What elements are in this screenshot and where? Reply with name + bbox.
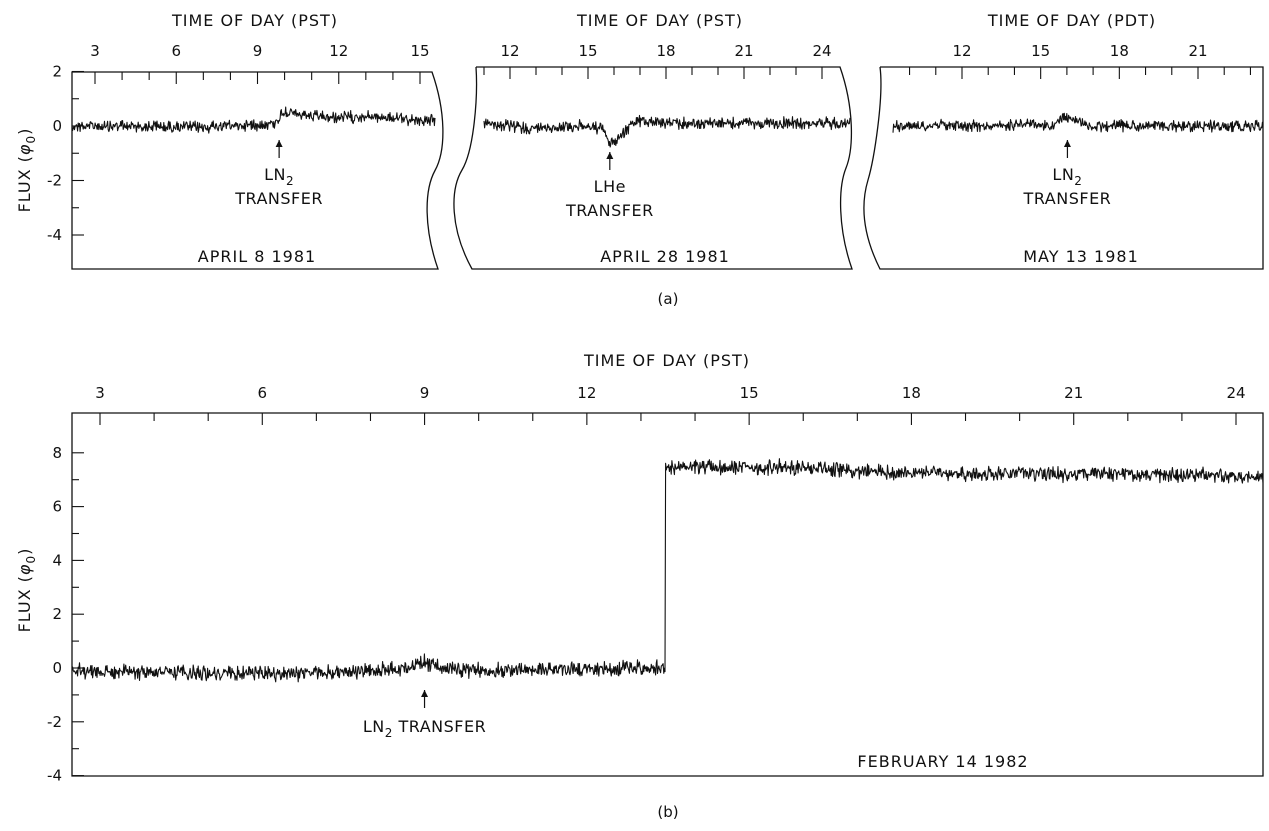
panel-label: (b) [657, 803, 678, 821]
annotation-line1: LN2 [264, 165, 294, 188]
annotation-line2: TRANSFER [565, 201, 654, 220]
y-tick-label: -4 [47, 226, 62, 244]
annotation-arrowhead [275, 140, 283, 147]
x-axis-title: TIME OF DAY (PST) [576, 11, 743, 30]
annotation-label: LN2 TRANSFER [363, 717, 486, 740]
x-tick-label: 12 [500, 42, 519, 60]
y-axis-title-symbol: φ [15, 564, 34, 576]
annotation-line1: LHe [594, 177, 626, 196]
panel-label: (a) [658, 290, 679, 308]
x-tick-label: 21 [734, 42, 753, 60]
plot-frame [863, 66, 1264, 270]
flux-trace [483, 114, 851, 148]
annotation-arrowhead [421, 690, 429, 697]
annotation-line1-subscript: 2 [1074, 174, 1082, 188]
y-tick-label: 0 [52, 117, 62, 135]
y-axis-title-subscript: 0 [24, 555, 38, 564]
y-axis-title-subscript: 0 [24, 135, 38, 144]
plot-frame [71, 71, 444, 270]
annotation-line1-text: LN [1052, 165, 1074, 184]
y-tick-label: 8 [52, 444, 62, 462]
y-tick-label: -4 [47, 767, 62, 785]
annotation-line2: TRANSFER [234, 189, 323, 208]
flux-trace [892, 112, 1264, 133]
y-axis-title-symbol: φ [15, 144, 34, 156]
y-tick-label: 2 [52, 605, 62, 623]
x-tick-label: 3 [95, 384, 105, 402]
y-tick-label: 0 [52, 659, 62, 677]
x-tick-label: 21 [1188, 42, 1207, 60]
x-tick-label: 18 [656, 42, 675, 60]
chart-panel-2: TIME OF DAY (PST) 12 15 18 21 24 LHe TRANSFER AP… [453, 11, 853, 270]
x-tick-label: 6 [171, 42, 181, 60]
x-tick-label: 15 [740, 384, 759, 402]
annotation-line1-subscript: 2 [286, 174, 294, 188]
date-label: APRIL 28 1981 [600, 247, 730, 266]
flux-trace [71, 458, 1264, 683]
chart-panel-4: TIME OF DAY (PST) 3 6 9 12 15 18 21 24 8 6 4 2 0 -2 -4 F… [15, 351, 1264, 821]
y-tick-label: 2 [52, 63, 62, 81]
x-axis-title: TIME OF DAY (PST) [583, 351, 750, 370]
annotation-arrowhead [1063, 140, 1071, 147]
annotation-line2: TRANSFER [1023, 189, 1112, 208]
x-tick-label: 18 [1110, 42, 1129, 60]
y-tick-label: 4 [52, 551, 62, 569]
annotation-label-subscript: 2 [385, 726, 393, 740]
annotation-arrowhead [606, 152, 614, 159]
y-tick-label: 6 [52, 498, 62, 516]
x-tick-label: 6 [258, 384, 268, 402]
y-axis-title-close: ) [15, 128, 34, 135]
x-axis-title: TIME OF DAY (PST) [171, 11, 338, 30]
plot-frame [453, 66, 853, 270]
date-label: APRIL 8 1981 [198, 247, 316, 266]
annotation-line1: LN2 [1052, 165, 1082, 188]
flux-trace [71, 106, 436, 134]
annotation-line1-text: LN [264, 165, 286, 184]
y-axis-title: FLUX (φ0) [15, 128, 38, 213]
y-axis-title: FLUX (φ0) [15, 548, 38, 633]
x-tick-label: 15 [1031, 42, 1050, 60]
annotation-line1-text: LHe [594, 177, 626, 196]
x-tick-label: 3 [90, 42, 100, 60]
plot-frame [71, 412, 1264, 777]
x-tick-label: 12 [952, 42, 971, 60]
x-tick-label: 15 [578, 42, 597, 60]
x-tick-label: 9 [420, 384, 430, 402]
x-axis-title: TIME OF DAY (PDT) [987, 11, 1156, 30]
y-axis-title-text: FLUX ( [15, 575, 34, 632]
x-tick-label: 21 [1064, 384, 1083, 402]
y-axis-title-close: ) [15, 548, 34, 555]
date-label: MAY 13 1981 [1023, 247, 1139, 266]
x-tick-label: 18 [902, 384, 921, 402]
x-tick-label: 9 [253, 42, 263, 60]
y-tick-label: -2 [47, 172, 62, 190]
date-label: FEBRUARY 14 1982 [857, 752, 1028, 771]
y-tick-label: -2 [47, 713, 62, 731]
x-tick-label: 12 [577, 384, 596, 402]
x-tick-label: 24 [812, 42, 831, 60]
x-tick-label: 12 [329, 42, 348, 60]
y-axis-title-text: FLUX ( [15, 155, 34, 212]
x-tick-label: 24 [1226, 384, 1245, 402]
annotation-label-text2: TRANSFER [393, 717, 486, 736]
x-tick-label: 15 [410, 42, 429, 60]
annotation-label-text: LN [363, 717, 385, 736]
